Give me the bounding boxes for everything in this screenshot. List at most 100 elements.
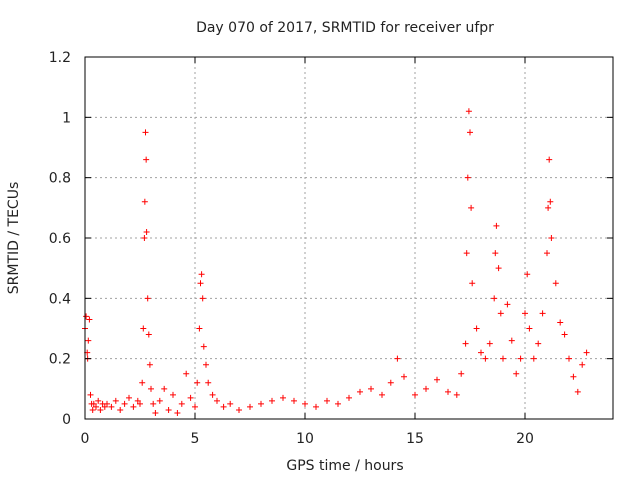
- data-point: [583, 349, 590, 356]
- data-point: [522, 310, 528, 317]
- data-point: [401, 373, 407, 380]
- data-point: [574, 388, 581, 395]
- data-point: [335, 400, 341, 407]
- data-point: [445, 388, 451, 395]
- data-point: [214, 397, 220, 404]
- data-point: [161, 385, 168, 392]
- y-axis-title: SRMTID / TECUs: [6, 182, 22, 295]
- data-point: [117, 406, 124, 413]
- data-point: [143, 156, 150, 163]
- y-tick-label: 1: [62, 110, 71, 126]
- data-point: [112, 397, 119, 404]
- data-point: [412, 391, 418, 398]
- data-point: [394, 355, 401, 362]
- data-point: [134, 397, 141, 404]
- y-tick-label: 0.8: [49, 171, 71, 187]
- data-point: [552, 280, 559, 287]
- data-point: [497, 310, 504, 317]
- data-point: [544, 250, 550, 257]
- y-tick-label: 0: [62, 412, 71, 428]
- data-point: [194, 379, 201, 386]
- data-point: [530, 355, 537, 362]
- data-point: [200, 343, 207, 350]
- data-point: [95, 397, 102, 404]
- data-point: [495, 265, 502, 272]
- data-point: [197, 280, 204, 287]
- data-point: [570, 373, 577, 380]
- data-point: [83, 313, 90, 320]
- data-point: [313, 403, 319, 410]
- data-point: [199, 295, 206, 302]
- data-point: [148, 385, 154, 392]
- data-point: [227, 400, 234, 407]
- data-point: [513, 370, 520, 377]
- x-tick-label: 15: [406, 431, 424, 447]
- data-point: [143, 228, 150, 235]
- data-point: [146, 361, 153, 368]
- data-point: [126, 394, 132, 401]
- y-tick-label: 1.2: [49, 50, 71, 66]
- data-point: [493, 222, 500, 229]
- data-point: [198, 271, 205, 278]
- data-point: [156, 397, 163, 404]
- data-point: [89, 406, 96, 413]
- data-point: [145, 331, 152, 338]
- data-point: [524, 271, 531, 278]
- data-point: [130, 403, 137, 410]
- data-point: [566, 355, 572, 362]
- data-point: [139, 379, 146, 386]
- data-point: [486, 340, 493, 347]
- data-point: [137, 400, 143, 407]
- y-tick-label: 0.6: [49, 231, 71, 247]
- data-point: [203, 361, 209, 368]
- data-point: [90, 400, 97, 407]
- data-point: [142, 129, 149, 136]
- data-point: [561, 331, 568, 338]
- data-point: [291, 397, 297, 404]
- data-point: [423, 385, 429, 392]
- data-point: [468, 204, 475, 211]
- data-point: [368, 385, 374, 392]
- data-point: [170, 391, 176, 398]
- data-point: [192, 403, 198, 410]
- data-point: [469, 280, 476, 287]
- data-point: [236, 406, 242, 413]
- data-point: [165, 406, 172, 413]
- data-point: [247, 403, 253, 410]
- x-tick-label: 5: [191, 431, 200, 447]
- chart-title: Day 070 of 2017, SRMTID for receiver ufp…: [196, 20, 494, 36]
- data-point: [491, 295, 498, 302]
- data-point: [458, 370, 465, 377]
- data-point: [546, 156, 553, 163]
- data-point: [517, 355, 524, 362]
- data-point: [93, 403, 99, 410]
- data-point: [144, 295, 151, 302]
- data-point: [141, 198, 148, 205]
- data-point: [545, 204, 552, 211]
- data-point: [463, 250, 470, 257]
- data-point: [453, 391, 460, 398]
- data-point: [547, 198, 554, 205]
- data-point: [97, 406, 104, 413]
- x-tick-label: 20: [516, 431, 534, 447]
- y-tick-label: 0.4: [49, 291, 71, 307]
- data-point: [346, 394, 352, 401]
- data-point: [150, 400, 157, 407]
- data-point: [535, 340, 542, 347]
- points-layer: [82, 108, 590, 416]
- data-point: [140, 325, 147, 332]
- data-point: [434, 376, 440, 383]
- grid-layer: [85, 57, 613, 419]
- data-point: [492, 250, 499, 257]
- data-point: [174, 409, 181, 416]
- data-point: [579, 361, 586, 368]
- data-point: [196, 325, 203, 332]
- data-point: [121, 400, 128, 407]
- data-point: [357, 388, 363, 395]
- data-point: [379, 391, 385, 398]
- data-point: [464, 174, 471, 181]
- data-point: [220, 403, 227, 410]
- data-point: [302, 400, 308, 407]
